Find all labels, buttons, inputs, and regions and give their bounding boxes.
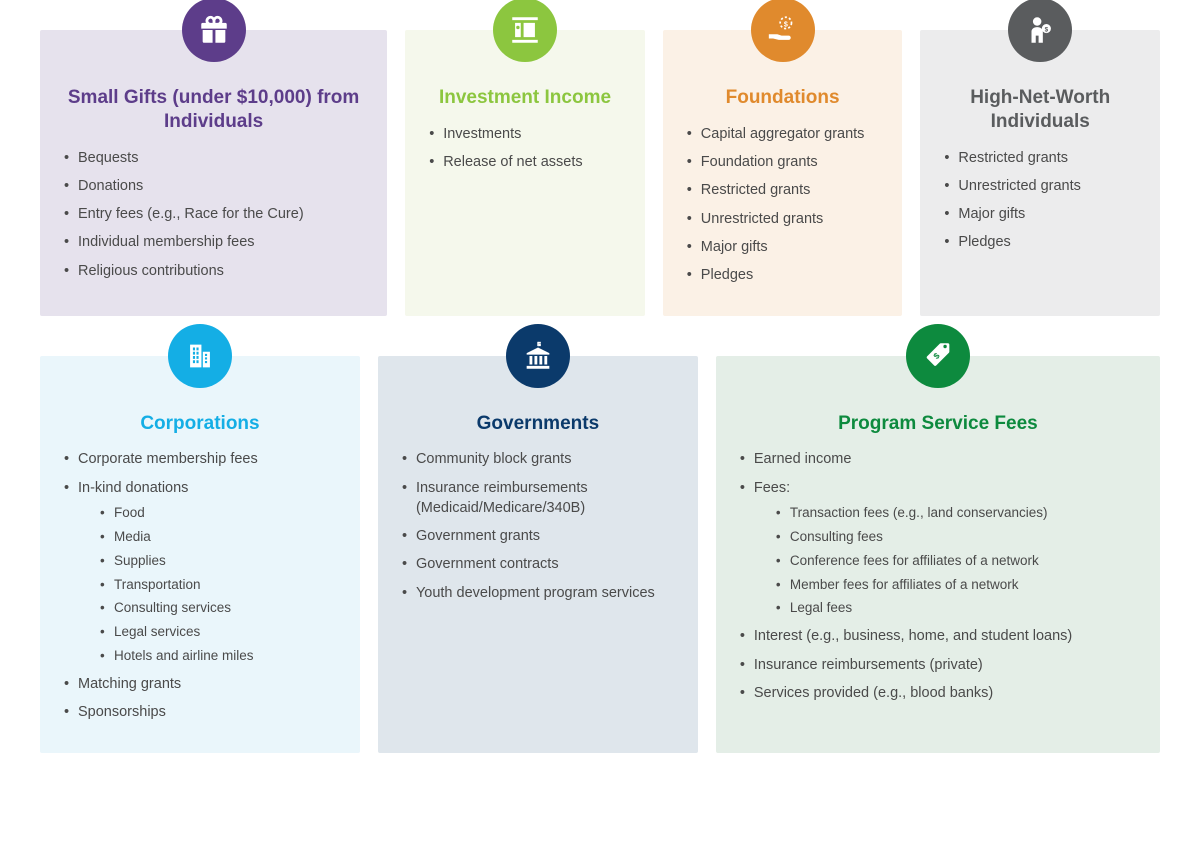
- list-item: Individual membership fees: [62, 232, 365, 252]
- list-item: Fees:Transaction fees (e.g., land conser…: [738, 478, 1138, 619]
- buildings-icon: [168, 324, 232, 388]
- list-item: Major gifts: [685, 237, 881, 257]
- list-item: Community block grants: [400, 449, 676, 469]
- card-foundations: $ Foundations Capital aggregator grantsF…: [663, 30, 903, 316]
- list-item: Religious contributions: [62, 261, 365, 281]
- list-item: Transportation: [98, 576, 338, 595]
- svg-text:$: $: [1045, 26, 1049, 33]
- card-title: Small Gifts (under $10,000) from Individ…: [62, 86, 365, 134]
- card-items: Earned income Fees:Transaction fees (e.g.…: [738, 449, 1138, 703]
- card-title: High-Net-Worth Individuals: [942, 86, 1138, 134]
- card-program-fees: $ Program Service Fees Earned incomeFees…: [716, 356, 1160, 753]
- list-item: Legal services: [98, 623, 338, 642]
- card-title: Investment Income: [427, 86, 623, 110]
- sublist: Transaction fees (e.g., land conservanci…: [774, 504, 1138, 618]
- list-item: Government grants: [400, 526, 676, 546]
- list-item: Sponsorships: [62, 702, 338, 722]
- list-item: Legal fees: [774, 599, 1138, 618]
- list-item: Entry fees (e.g., Race for the Cure): [62, 204, 365, 224]
- person-coin-icon: $: [1008, 0, 1072, 62]
- gift-icon: [182, 0, 246, 62]
- list-item: Unrestricted grants: [942, 176, 1138, 196]
- government-icon: [506, 324, 570, 388]
- list-item: Insurance reimbursements (Medicaid/Medic…: [400, 478, 676, 519]
- list-item: Consulting fees: [774, 528, 1138, 547]
- row-bottom: Corporations Corporate membership feesIn…: [40, 356, 1160, 753]
- list-item: Member fees for affiliates of a network: [774, 576, 1138, 595]
- list-item: Media: [98, 528, 338, 547]
- list-item: Youth development program services: [400, 583, 676, 603]
- list-item: Foundation grants: [685, 152, 881, 172]
- hand-coin-icon: $: [751, 0, 815, 62]
- list-item: Release of net assets: [427, 152, 623, 172]
- card-corporations: Corporations Corporate membership feesIn…: [40, 356, 360, 753]
- list-item: Donations: [62, 176, 365, 196]
- list-item: Capital aggregator grants: [685, 124, 881, 144]
- row-top: Small Gifts (under $10,000) from Individ…: [40, 30, 1160, 316]
- card-small-gifts: Small Gifts (under $10,000) from Individ…: [40, 30, 387, 316]
- list-item: Earned income: [738, 449, 1138, 469]
- list-item: Unrestricted grants: [685, 209, 881, 229]
- card-items: Corporate membership feesIn-kind donatio…: [62, 449, 338, 722]
- list-item: Interest (e.g., business, home, and stud…: [738, 626, 1138, 646]
- list-item: Matching grants: [62, 674, 338, 694]
- list-item: Restricted grants: [942, 148, 1138, 168]
- list-item: Services provided (e.g., blood banks): [738, 683, 1138, 703]
- list-item: Restricted grants: [685, 180, 881, 200]
- list-item: Insurance reimbursements (private): [738, 655, 1138, 675]
- chart-icon: [493, 0, 557, 62]
- card-items: Community block grants Insurance reimburs…: [400, 449, 676, 603]
- card-hnw: $ High-Net-Worth Individuals Restricted …: [920, 30, 1160, 316]
- list-item: Transaction fees (e.g., land conservanci…: [774, 504, 1138, 523]
- list-item: Supplies: [98, 552, 338, 571]
- card-title: Governments: [400, 412, 676, 436]
- list-item: Corporate membership fees: [62, 449, 338, 469]
- card-title: Corporations: [62, 412, 338, 436]
- list-item: In-kind donationsFoodMediaSuppliesTransp…: [62, 478, 338, 667]
- card-items: Capital aggregator grants Foundation gran…: [685, 124, 881, 286]
- card-investment: Investment Income Investments Release of …: [405, 30, 645, 316]
- card-items: Restricted grants Unrestricted grants Majo…: [942, 148, 1138, 253]
- svg-text:$: $: [783, 20, 787, 28]
- list-item: Major gifts: [942, 204, 1138, 224]
- list-item: Pledges: [685, 265, 881, 285]
- card-title: Foundations: [685, 86, 881, 110]
- list-item: Pledges: [942, 232, 1138, 252]
- card-title: Program Service Fees: [738, 412, 1138, 436]
- list-item: Food: [98, 504, 338, 523]
- list-item: Consulting services: [98, 599, 338, 618]
- card-governments: Governments Community block grants Insura…: [378, 356, 698, 753]
- card-items: Bequests Donations Entry fees (e.g., Race …: [62, 148, 365, 281]
- list-item: Hotels and airline miles: [98, 647, 338, 666]
- list-item: Conference fees for affiliates of a netw…: [774, 552, 1138, 571]
- sublist: Food Media Supplies Transportation Consultin…: [98, 504, 338, 666]
- list-item: Investments: [427, 124, 623, 144]
- list-item: Government contracts: [400, 554, 676, 574]
- list-item: Bequests: [62, 148, 365, 168]
- card-items: Investments Release of net assets: [427, 124, 623, 173]
- price-tag-icon: $: [906, 324, 970, 388]
